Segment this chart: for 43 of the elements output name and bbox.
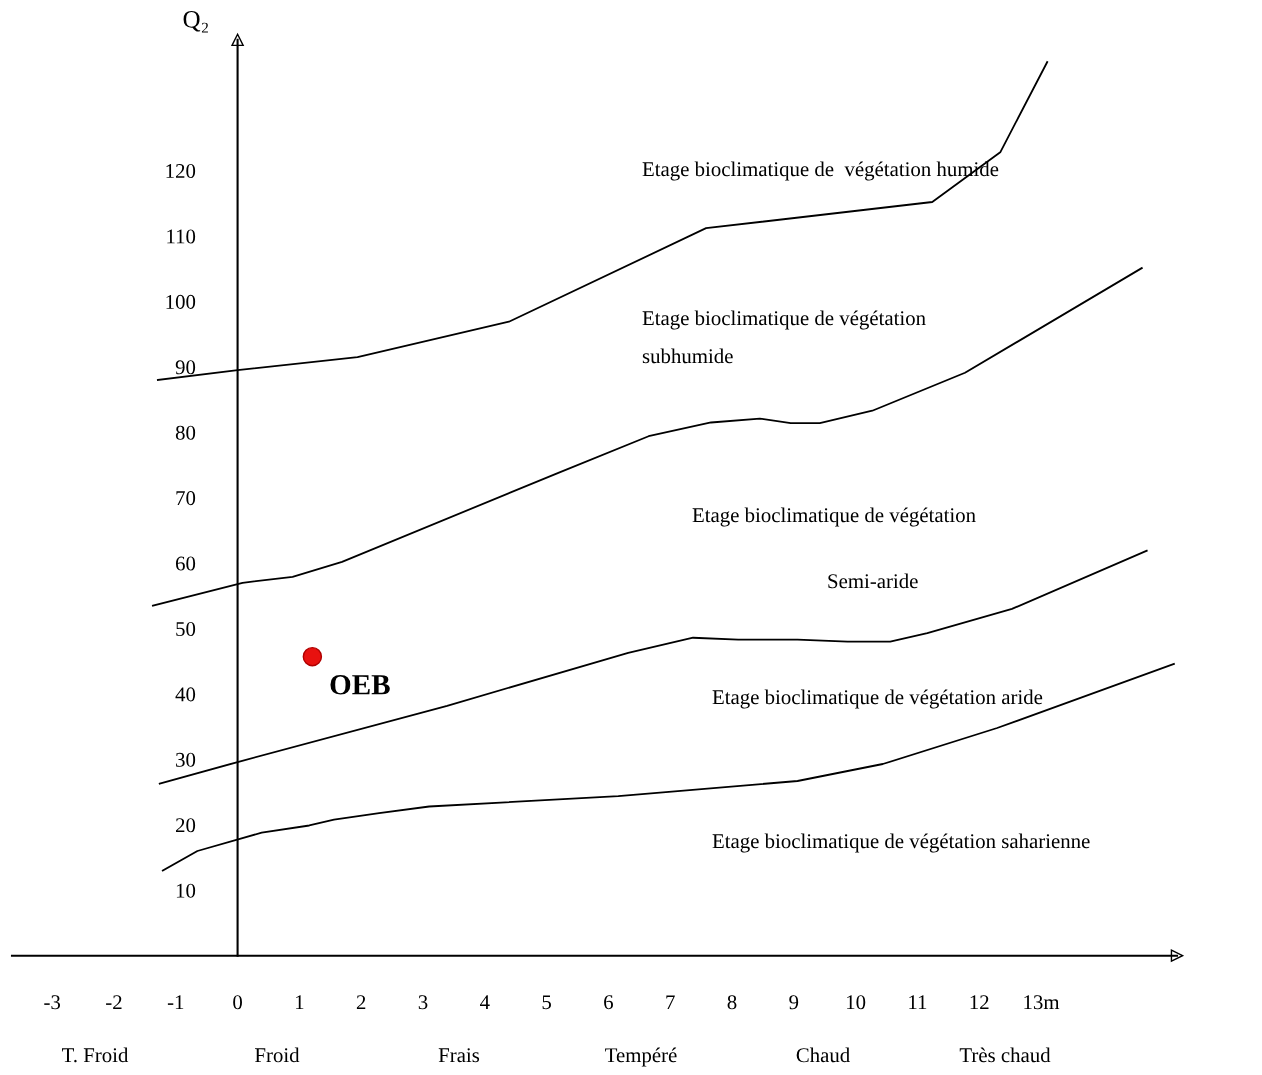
x-tick-label: 10 — [847, 995, 866, 1010]
x-tick-label: 5 — [542, 995, 551, 1010]
x-tick-label: 7 — [666, 995, 675, 1010]
text: Très chaud — [959, 1047, 1051, 1063]
text: Froid — [255, 1047, 300, 1063]
text: Chaud — [796, 1047, 850, 1063]
annotation: Etage bioclimatique de végétation aride — [712, 689, 1043, 709]
y-tick-label: 20 — [176, 818, 196, 833]
x-tick-label: 6 — [604, 995, 613, 1010]
y-tick-label: 80 — [175, 425, 196, 440]
x-tick-label: 9 — [789, 995, 799, 1010]
x-tick-label: 8 — [727, 995, 737, 1010]
text: T. Froid — [62, 1047, 129, 1063]
y-tick-label: 70 — [176, 491, 196, 506]
y-tick-label: 120 — [166, 163, 196, 179]
x-tick-label: 3 — [418, 995, 428, 1010]
text: Tempéré — [605, 1047, 677, 1067]
x-tick-label: 13m — [1024, 995, 1060, 1010]
y-tick-label: 50 — [176, 621, 196, 636]
y-axis-title: Q₂ — [183, 10, 208, 33]
x-tick-label: 0 — [233, 995, 242, 1010]
y-tick-label: 30 — [176, 752, 196, 767]
y-tick-label: 10 — [176, 883, 196, 898]
x-tick-label: 2 — [356, 995, 366, 1010]
x-tick-label: -1 — [167, 995, 184, 1010]
annotation: subhumide — [642, 348, 733, 364]
annotation: Semi-aride — [828, 573, 918, 589]
annotation: Etage bioclimatique de végétation — [692, 507, 976, 527]
y-tick-label: 40 — [175, 687, 196, 702]
y-tick-label: 110 — [167, 229, 196, 244]
y-tick-label: 90 — [175, 360, 196, 375]
y-tick-label: 100 — [166, 294, 196, 309]
x-tick-label: 1 — [296, 995, 304, 1010]
x-tick-label: -2 — [106, 995, 122, 1010]
x-tick-label: 12 — [970, 995, 989, 1010]
annotation: Etage bioclimatique de végétation saharienne — [712, 833, 1090, 853]
series-label: OEB — [330, 674, 390, 695]
annotation: Etage bioclimatique de végétation — [642, 310, 926, 330]
x-tick-label: 4 — [480, 995, 490, 1010]
x-tick-label: 11 — [909, 995, 927, 1010]
x-tick-label: -3 — [44, 995, 61, 1010]
y-tick-label: 60 — [175, 556, 196, 571]
text: Frais — [438, 1048, 480, 1063]
